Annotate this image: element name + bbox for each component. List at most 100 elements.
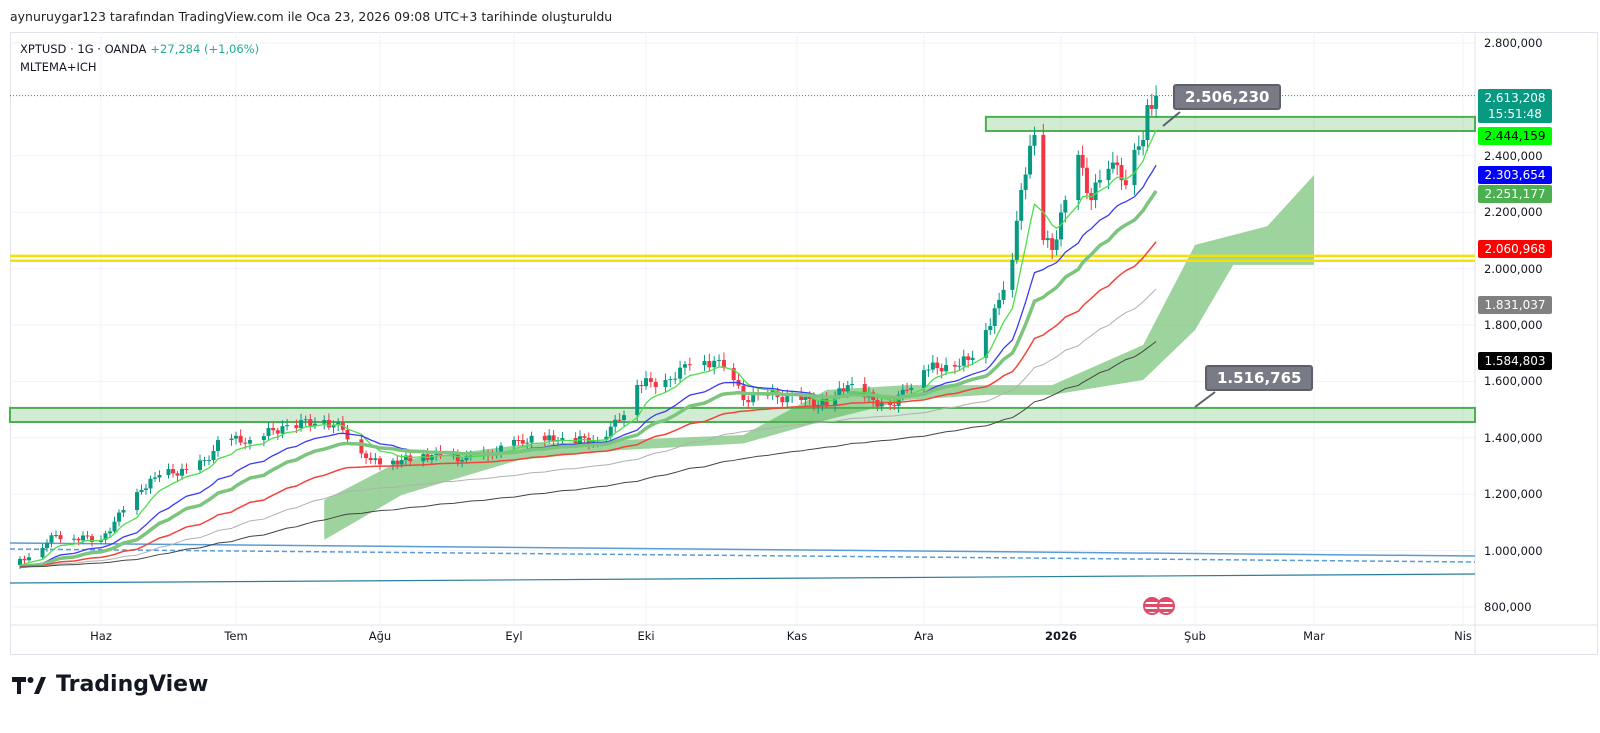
candle [408,455,413,462]
candle [751,393,756,403]
candle [112,521,117,532]
candle [326,420,331,428]
candle [58,535,63,540]
candle [390,460,395,465]
candle [922,370,926,388]
price-axis-label: 2.000,000 [1484,261,1543,276]
price-tag: 2.060,968 [1478,240,1552,258]
candle [175,473,180,476]
candle [731,368,736,380]
candle [108,531,112,534]
candle [247,440,252,444]
time-axis-label: Eyl [505,629,523,643]
price-callout-upper[interactable]: 2.506,230 [1173,84,1282,110]
price-tag: 2.444,159 [1478,127,1552,145]
candle [1041,134,1046,241]
ema-line [19,241,1157,568]
candle [707,361,712,368]
candle [992,308,997,326]
candle [712,360,717,368]
candle [944,365,949,372]
chart-frame[interactable] [10,32,1598,655]
price-axis-label: 1.400,000 [1484,430,1543,445]
candle [1154,95,1159,109]
price-tag-value: 1.831,037 [1484,298,1546,312]
price-tag-value: 2.303,654 [1484,168,1546,182]
price-tag: 1.831,037 [1478,296,1552,314]
candle [22,558,27,561]
candle [54,535,58,537]
symbol-label[interactable]: XPTUSD · 1G · OANDA [20,42,147,56]
price-tag-value: 2.444,159 [1484,129,1546,143]
tv-logo-icon [12,676,46,694]
candle [1093,182,1098,201]
candle [845,385,850,392]
candle [888,402,893,406]
candle [617,419,622,421]
candle [939,368,944,372]
candle [525,442,530,444]
price-axis-label: 1.800,000 [1484,318,1543,332]
candle [512,439,516,446]
candle [785,395,790,403]
candle [1115,162,1120,166]
us-flag-event-icon[interactable] [1143,597,1175,615]
candle [970,357,975,360]
candle [303,419,308,421]
candle [464,456,469,461]
candle [166,469,171,476]
candle [547,435,552,441]
candle [40,548,45,558]
candle [909,387,914,390]
candle [1014,220,1019,260]
candle [799,393,804,401]
candle [373,458,378,461]
candle [644,378,648,387]
trend-line [9,548,1476,563]
candle [198,460,202,470]
candle [926,369,931,371]
price-axis-label: 1.000,000 [1484,543,1543,558]
candle [1110,162,1115,169]
candle [121,509,126,513]
price-axis-label: 1.200,000 [1484,487,1543,502]
candle [900,389,905,395]
candle [207,460,211,462]
candle [285,425,290,427]
candle [1076,154,1081,201]
candle [49,535,54,543]
candle [1080,154,1085,168]
candle [811,398,816,408]
ema-line [19,189,1158,569]
indicator-label[interactable]: MLTEMA+ICH [20,60,97,74]
candle [930,362,935,370]
candle [117,512,121,522]
candle [216,440,220,451]
candle [211,450,216,461]
candle [157,475,162,478]
candle [368,457,373,461]
price-change: +27,284 (+1,06%) [150,42,260,56]
candle [455,454,460,462]
candle [663,379,668,388]
price-callout-lower[interactable]: 1.516,765 [1205,365,1314,391]
candle [997,299,1002,309]
candle [1050,238,1055,250]
candle [1119,165,1124,181]
price-axis-label: 1.600,000 [1484,374,1543,389]
candle [1132,149,1137,186]
time-axis-label: Eki [637,629,655,643]
candle [336,422,341,425]
candle [238,435,243,443]
candle [746,400,751,403]
candle [560,438,565,441]
candle [516,439,521,441]
candle [635,385,640,416]
candle [421,454,426,462]
candle [395,460,400,465]
candle [905,389,910,391]
time-axis-label: Şub [1184,629,1206,643]
candle [807,396,812,399]
candle [678,367,683,379]
